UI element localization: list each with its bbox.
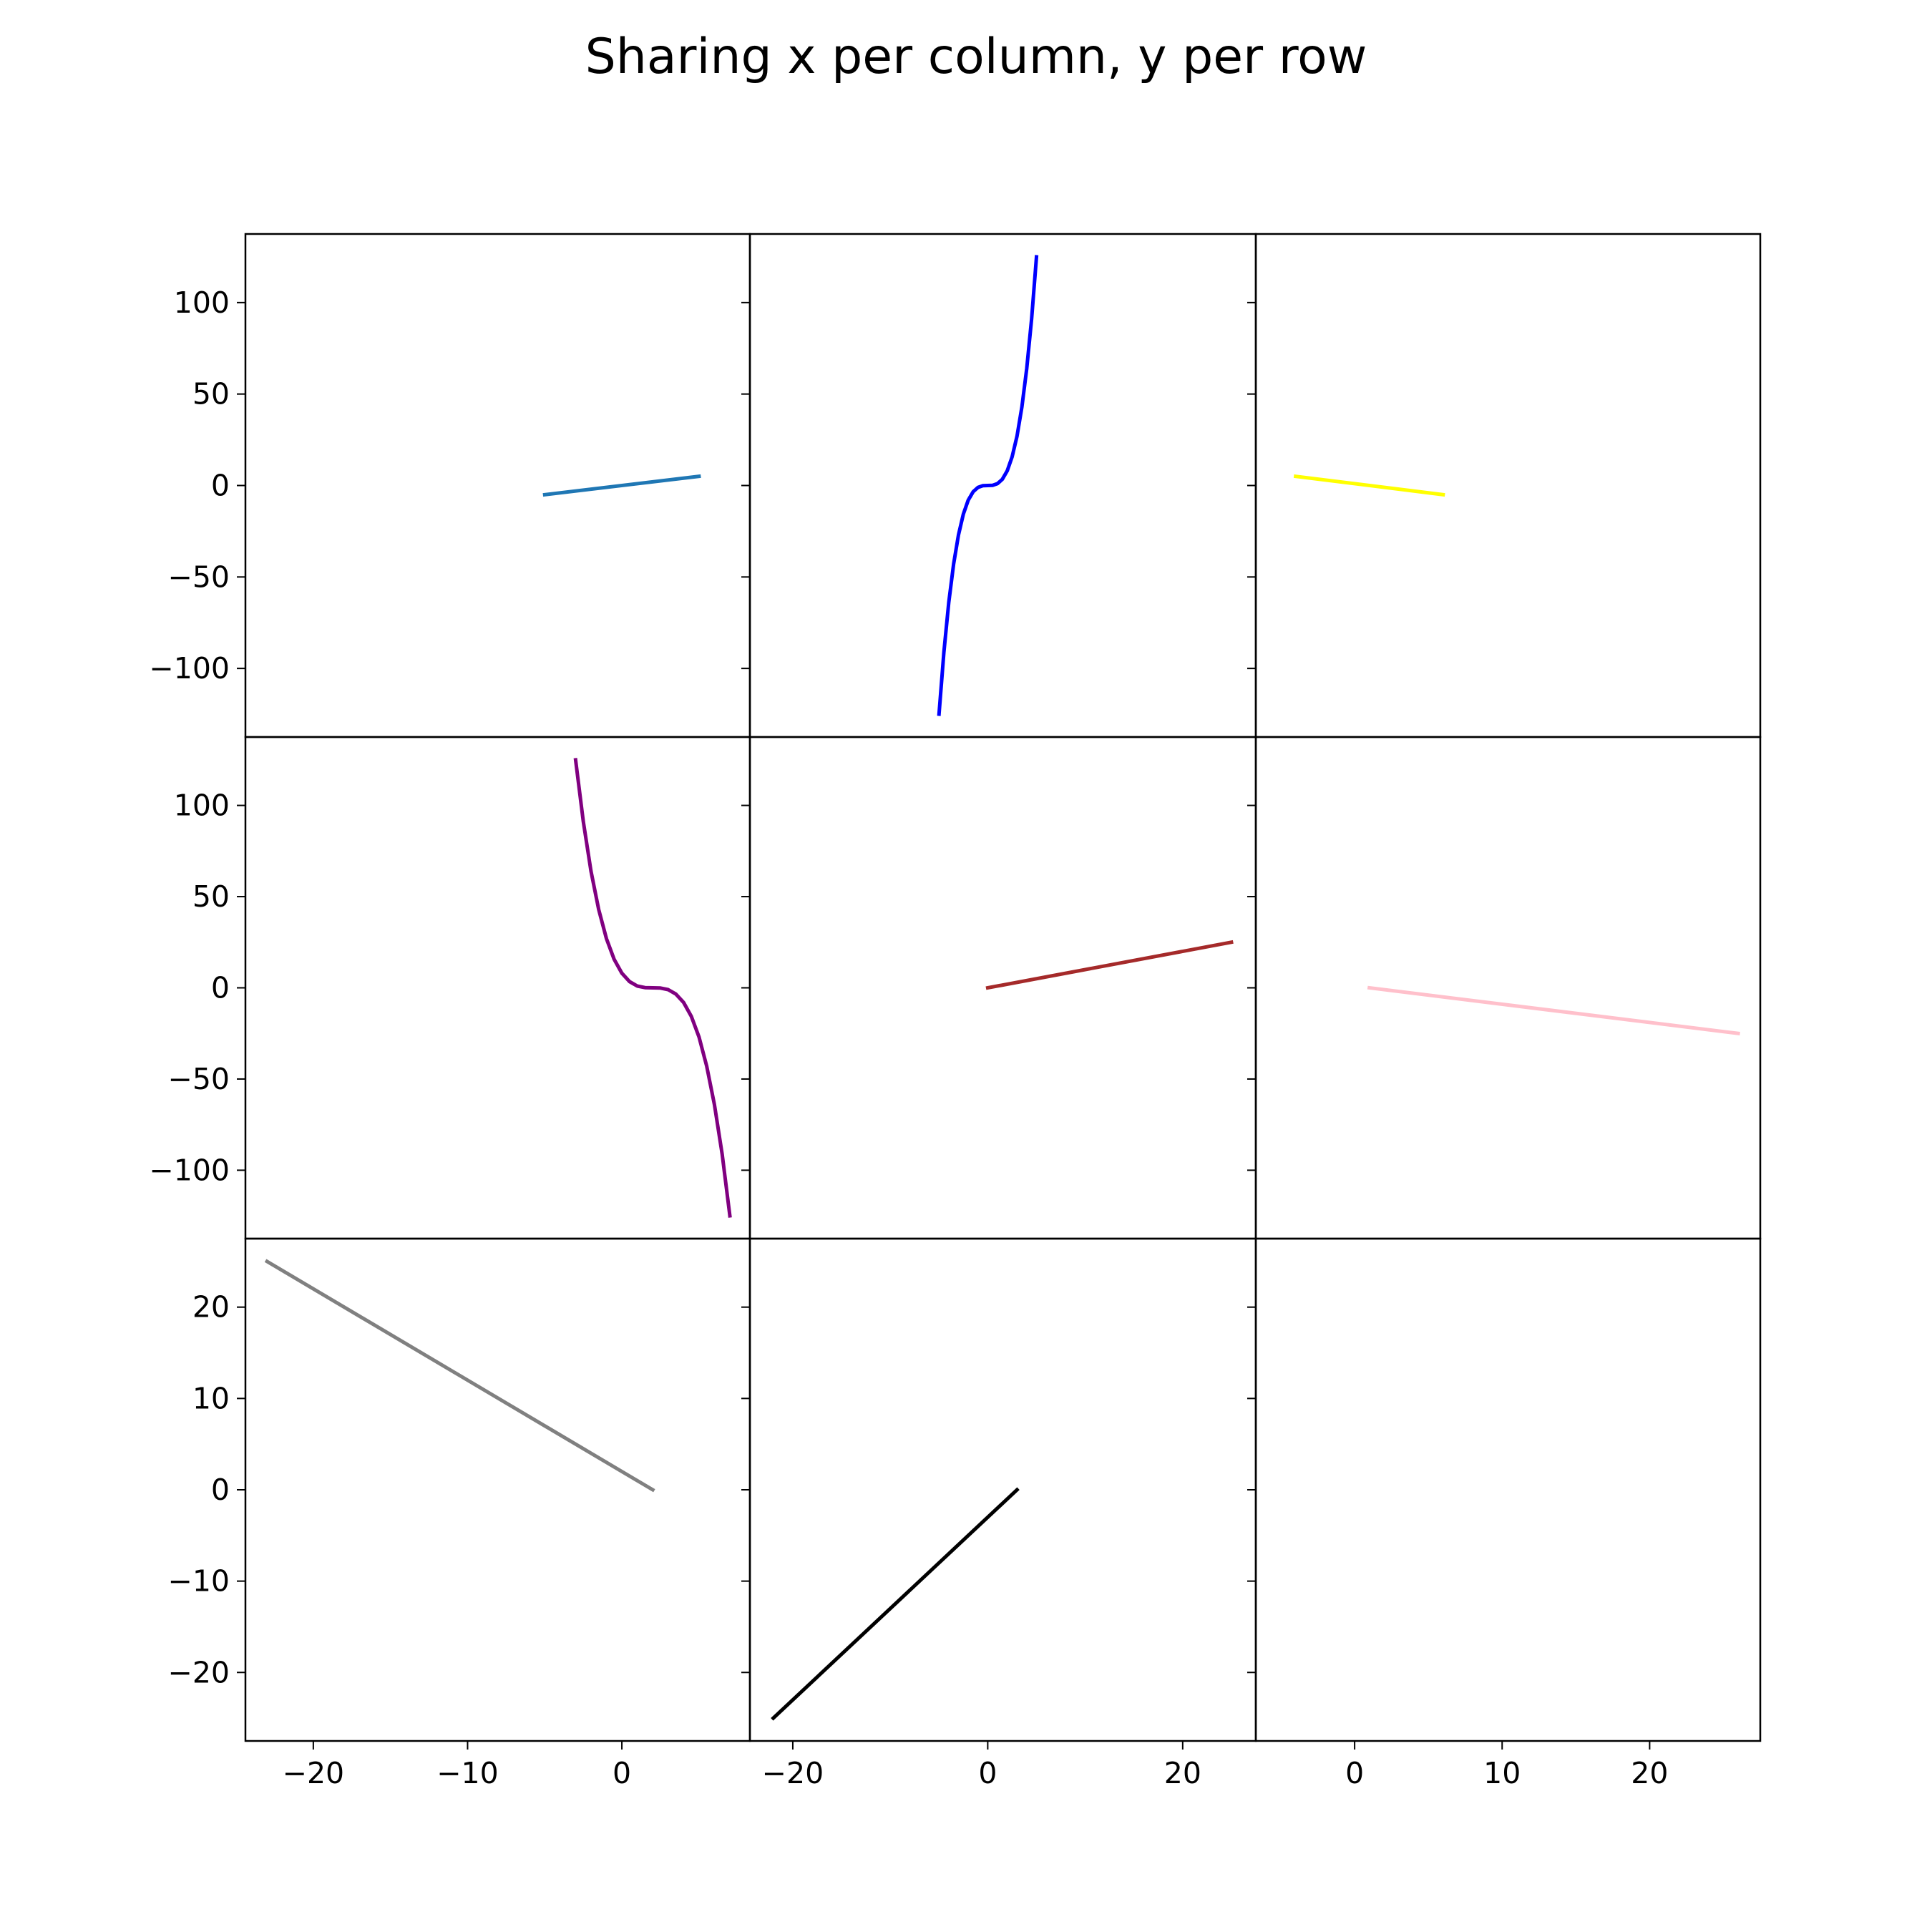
subplot-2-0: 20 10 0 −10 −20 −20 −10 0 <box>167 1237 751 1790</box>
series-line-0-1 <box>937 255 1039 716</box>
x-tick-label: 20 <box>1164 1756 1201 1790</box>
y-tick-label: −100 <box>149 651 230 686</box>
series-line-0-2 <box>1293 474 1445 497</box>
y-tick-label: 20 <box>192 1290 230 1324</box>
series-line-0-0 <box>542 474 701 497</box>
y-tick-label: 0 <box>211 971 230 1005</box>
x-tick-label: 0 <box>613 1756 631 1790</box>
x-tick-label: −20 <box>762 1756 824 1790</box>
series-line-2-1 <box>771 1487 1020 1721</box>
subplot-2-2: 0 10 20 <box>1247 1237 1762 1790</box>
y-tick-label: 100 <box>174 789 230 823</box>
y-tick-label: −50 <box>167 1062 230 1096</box>
y-tick-label: −50 <box>167 560 230 594</box>
y-tick-label: 100 <box>174 286 230 320</box>
y-tick-label: 0 <box>211 1473 230 1507</box>
subplot-frame-2-2 <box>1254 1237 1762 1742</box>
x-tick-label: 10 <box>1483 1756 1521 1790</box>
y-tick-label: 50 <box>192 879 230 914</box>
x-tick-label: 0 <box>1345 1756 1364 1790</box>
series-line-1-0 <box>573 758 732 1218</box>
series-line-2-0 <box>264 1259 655 1493</box>
y-tick-label: −20 <box>167 1655 230 1689</box>
x-tick-label: −20 <box>283 1756 345 1790</box>
figure-title: Sharing x per column, y per row <box>585 29 1367 85</box>
x-tick-label: 20 <box>1631 1756 1668 1790</box>
subplot-grid: 100500−50−100100500−50−10020100−10−20−20… <box>149 233 1762 1790</box>
y-tick-label: 10 <box>192 1381 230 1415</box>
y-tick-label: −100 <box>149 1153 230 1187</box>
series-line-1-1 <box>985 940 1234 990</box>
x-tick-label: 0 <box>978 1756 997 1790</box>
y-tick-label: 50 <box>192 377 230 411</box>
series-line-1-2 <box>1367 985 1740 1035</box>
x-tick-label: −10 <box>436 1756 499 1790</box>
y-tick-label: −10 <box>167 1564 230 1599</box>
y-tick-label: 0 <box>211 469 230 503</box>
